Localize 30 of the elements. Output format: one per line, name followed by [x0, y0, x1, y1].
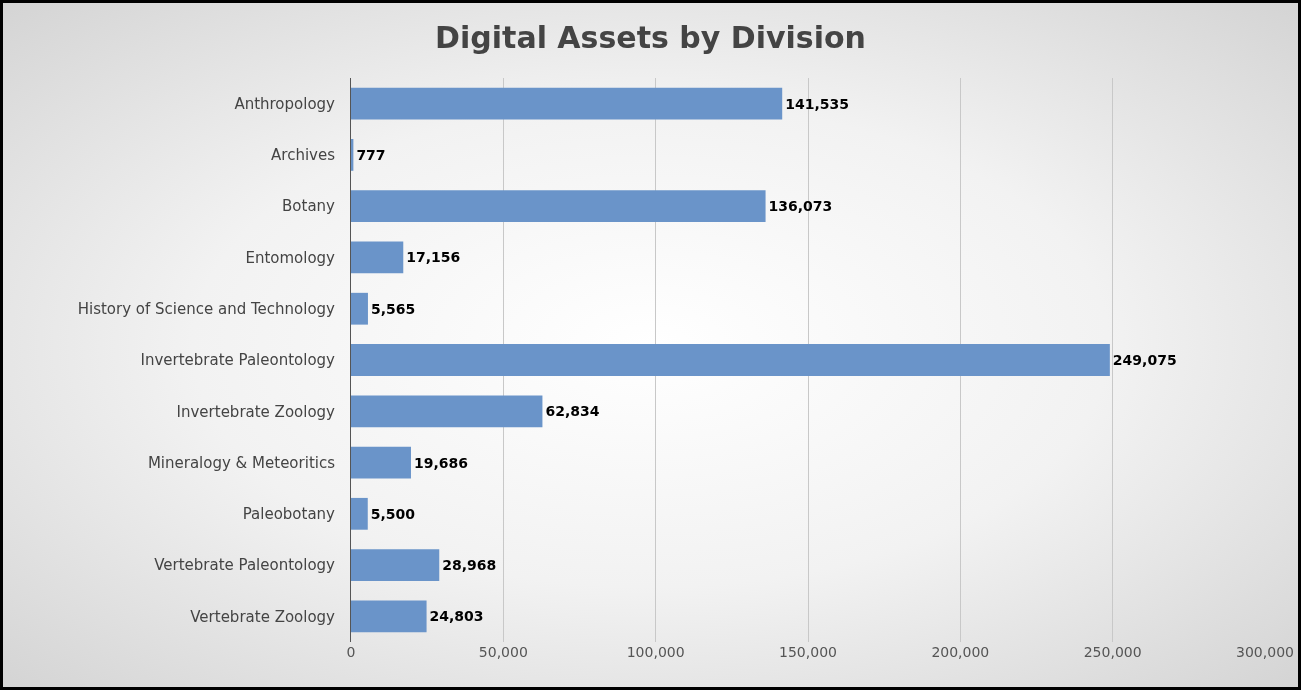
y-tick-label: Invertebrate Zoology: [176, 402, 336, 421]
y-tick-label: Paleobotany: [242, 505, 336, 524]
y-tick-label: Entomology: [245, 248, 336, 267]
x-tick-label: 250,000: [1083, 644, 1142, 660]
y-tick-label: Vertebrate Zoology: [190, 607, 336, 626]
data-label: 249,075: [1112, 352, 1177, 368]
data-label: 141,535: [785, 95, 849, 112]
y-tick-label: Botany: [282, 197, 336, 216]
x-tick-label: 150,000: [779, 644, 837, 660]
x-tick-label: 50,000: [478, 644, 528, 660]
data-label: 5,565: [370, 300, 416, 317]
data-label: 5,500: [370, 505, 416, 522]
y-tick-label: Mineralogy & Meteoritics: [147, 453, 336, 472]
x-tick-label: 200,000: [931, 644, 990, 660]
data-label: 17,156: [406, 249, 461, 266]
chart-title: Digital Assets by Division: [435, 19, 866, 55]
x-tick-label: 100,000: [626, 644, 685, 660]
data-label: 28,968: [442, 557, 497, 574]
data-label: 19,686: [413, 454, 469, 471]
y-tick-label: Vertebrate Paleontology: [154, 556, 336, 575]
data-label: 136,073: [768, 198, 833, 215]
x-tick-label: 0: [346, 644, 356, 660]
x-tick-label: 300,000: [1236, 644, 1294, 660]
y-tick-label: Anthropology: [234, 94, 336, 113]
data-label: 777: [356, 146, 386, 163]
data-label: 24,803: [429, 608, 484, 625]
y-tick-label: Invertebrate Paleontology: [140, 351, 336, 370]
y-tick-label: Archives: [271, 146, 336, 165]
data-label: 62,834: [545, 403, 600, 420]
y-tick-label: History of Science and Technology: [77, 299, 336, 318]
